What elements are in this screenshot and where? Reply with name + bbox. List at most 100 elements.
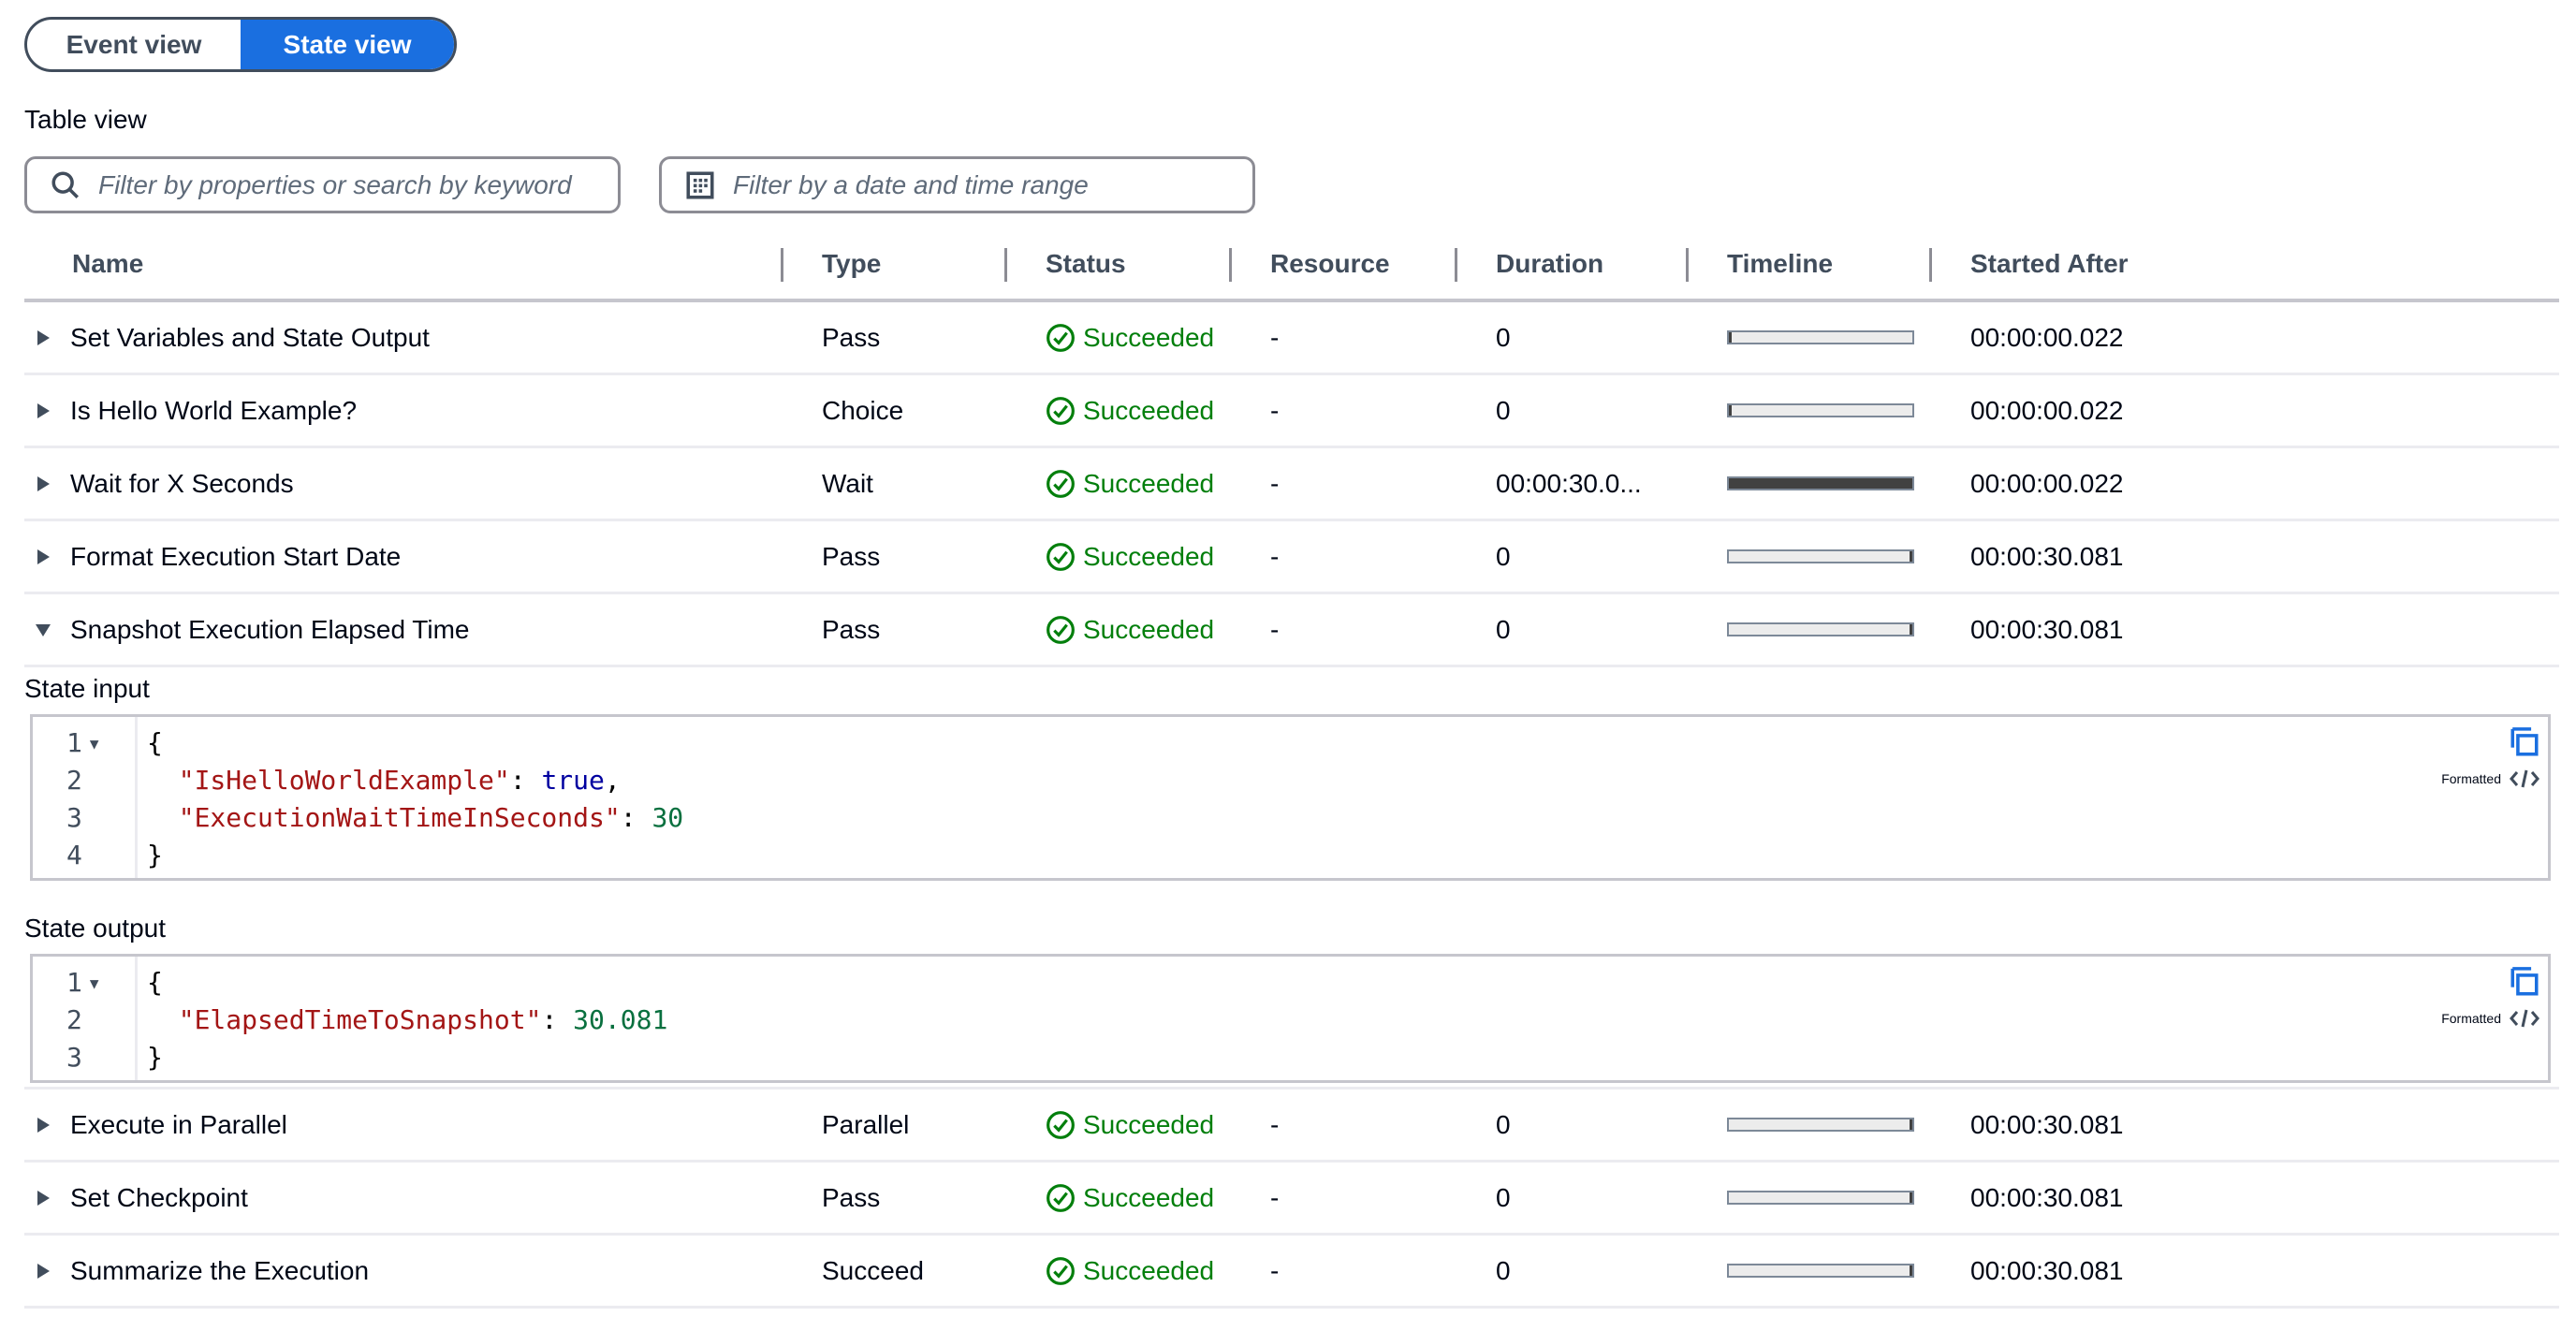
code-tools: Formatted xyxy=(2441,966,2540,1030)
table-row[interactable]: Is Hello World Example? Choice Succeeded… xyxy=(24,375,2559,448)
line-number: 3 xyxy=(66,802,82,833)
state-name: Snapshot Execution Elapsed Time xyxy=(70,614,470,644)
status-badge: Succeeded xyxy=(1046,542,1214,572)
fold-icon[interactable]: ▼ xyxy=(89,735,99,753)
started-after-cell: 00:00:30.081 xyxy=(1970,1182,2124,1212)
status-text: Succeeded xyxy=(1083,395,1215,425)
started-after-cell: 00:00:30.081 xyxy=(1970,614,2124,644)
table-row[interactable]: Set Checkpoint Pass Succeeded - 0 00:00:… xyxy=(24,1163,2559,1236)
fold-icon[interactable]: ▼ xyxy=(89,974,99,992)
state-view-button[interactable]: State view xyxy=(241,20,454,69)
table-row[interactable]: Execute in Parallel Parallel Succeeded -… xyxy=(24,1090,2559,1163)
copy-icon[interactable] xyxy=(2509,966,2540,998)
state-name: Summarize the Execution xyxy=(70,1255,370,1285)
status-cell: Succeeded xyxy=(1007,1090,1232,1160)
timeline-bar xyxy=(1727,403,1914,417)
state-name: Set Checkpoint xyxy=(70,1182,248,1212)
formatted-toggle[interactable]: Formatted xyxy=(2441,768,2540,790)
check-circle-icon xyxy=(1046,1183,1075,1212)
table-header: Name Type Status Resource Duration Timel… xyxy=(24,229,2559,302)
status-cell: Succeeded xyxy=(1007,1236,1232,1306)
code-line: "ElapsedTimeToSnapshot": 30.081 xyxy=(147,1004,668,1035)
table-body-bottom: Execute in Parallel Parallel Succeeded -… xyxy=(24,1087,2559,1309)
timeline-cell xyxy=(1689,1236,1932,1306)
search-input[interactable] xyxy=(96,168,618,201)
column-header-timeline[interactable]: Timeline xyxy=(1689,229,1932,299)
table-row[interactable]: Format Execution Start Date Pass Succeed… xyxy=(24,521,2559,594)
caret-down-icon[interactable] xyxy=(34,621,52,639)
check-circle-icon xyxy=(1046,1256,1075,1285)
copy-icon[interactable] xyxy=(2509,726,2540,758)
column-header-status[interactable]: Status xyxy=(1007,229,1232,299)
started-after-cell: 00:00:00.022 xyxy=(1970,468,2124,498)
name-cell: Snapshot Execution Elapsed Time xyxy=(24,594,783,665)
event-view-button[interactable]: Event view xyxy=(66,29,202,59)
code-icon[interactable] xyxy=(2509,768,2540,790)
column-header-name[interactable]: Name xyxy=(24,229,783,299)
resource-cell: - xyxy=(1270,614,1280,644)
type-cell: Choice xyxy=(822,395,904,425)
code-line: { xyxy=(147,967,163,998)
caret-right-icon[interactable] xyxy=(34,329,52,347)
status-badge: Succeeded xyxy=(1046,1183,1214,1213)
state-name: Execute in Parallel xyxy=(70,1109,287,1139)
name-cell: Execute in Parallel xyxy=(24,1090,783,1160)
status-badge: Succeeded xyxy=(1046,615,1214,645)
check-circle-icon xyxy=(1046,323,1075,352)
timeline-bar xyxy=(1727,1264,1914,1278)
code-content: { "ElapsedTimeToSnapshot": 30.081} xyxy=(138,957,2548,1080)
search-filter xyxy=(24,156,621,213)
type-cell: Pass xyxy=(822,614,881,644)
column-header-started-after[interactable]: Started After xyxy=(1970,249,2129,278)
duration-cell: 0 xyxy=(1496,1182,1511,1212)
caret-right-icon[interactable] xyxy=(34,548,52,566)
table-row[interactable]: Summarize the Execution Succeed Succeede… xyxy=(24,1236,2559,1309)
code-tools: Formatted xyxy=(2441,726,2540,790)
status-badge: Succeeded xyxy=(1046,469,1214,499)
column-header-duration[interactable]: Duration xyxy=(1457,229,1689,299)
code-icon[interactable] xyxy=(2509,1007,2540,1030)
table-row[interactable]: Wait for X Seconds Wait Succeeded - 00:0… xyxy=(24,448,2559,521)
started-after-cell: 00:00:30.081 xyxy=(1970,1109,2124,1139)
caret-right-icon[interactable] xyxy=(34,475,52,493)
resource-cell: - xyxy=(1270,541,1280,571)
timeline-fill xyxy=(1910,624,1912,635)
status-cell: Succeeded xyxy=(1007,1163,1232,1233)
status-text: Succeeded xyxy=(1083,1182,1215,1212)
caret-right-icon[interactable] xyxy=(34,402,52,420)
caret-right-icon[interactable] xyxy=(34,1189,52,1207)
column-header-type[interactable]: Type xyxy=(783,229,1007,299)
type-cell: Pass xyxy=(822,541,881,571)
name-cell: Summarize the Execution xyxy=(24,1236,783,1306)
status-text: Succeeded xyxy=(1083,614,1215,644)
code-content: { "IsHelloWorldExample": true, "Executio… xyxy=(138,717,2548,878)
caret-right-icon[interactable] xyxy=(34,1116,52,1134)
duration-cell: 00:00:30.0... xyxy=(1496,468,1642,498)
timeline-cell xyxy=(1689,1163,1932,1233)
line-number: 3 xyxy=(66,1042,82,1073)
calendar-icon xyxy=(686,170,714,199)
table-row[interactable]: Set Variables and State Output Pass Succ… xyxy=(24,302,2559,375)
type-cell: Succeed xyxy=(822,1255,924,1285)
status-badge: Succeeded xyxy=(1046,1110,1214,1140)
check-circle-icon xyxy=(1046,615,1075,644)
started-after-cell: 00:00:00.022 xyxy=(1970,322,2124,352)
caret-right-icon[interactable] xyxy=(34,1262,52,1280)
date-filter xyxy=(659,156,1255,213)
formatted-toggle[interactable]: Formatted xyxy=(2441,1007,2540,1030)
date-range-input[interactable] xyxy=(731,168,1252,201)
started-after-cell: 00:00:30.081 xyxy=(1970,1255,2124,1285)
check-circle-icon xyxy=(1046,469,1075,498)
duration-cell: 0 xyxy=(1496,395,1511,425)
type-cell: Parallel xyxy=(822,1109,910,1139)
line-numbers: 1 ▼ 2 3 4 xyxy=(33,717,138,878)
state-output-code: 1 ▼ 2 3 { "ElapsedTimeToSnapshot": 30.081} F… xyxy=(30,954,2551,1083)
view-toggle: Event view State view xyxy=(24,17,457,72)
status-badge: Succeeded xyxy=(1046,396,1214,426)
table-row[interactable]: Snapshot Execution Elapsed Time Pass Suc… xyxy=(24,594,2559,667)
status-cell: Succeeded xyxy=(1007,594,1232,665)
code-line: { xyxy=(147,727,163,758)
timeline-bar xyxy=(1727,330,1914,344)
column-header-resource[interactable]: Resource xyxy=(1232,229,1457,299)
resource-cell: - xyxy=(1270,468,1280,498)
